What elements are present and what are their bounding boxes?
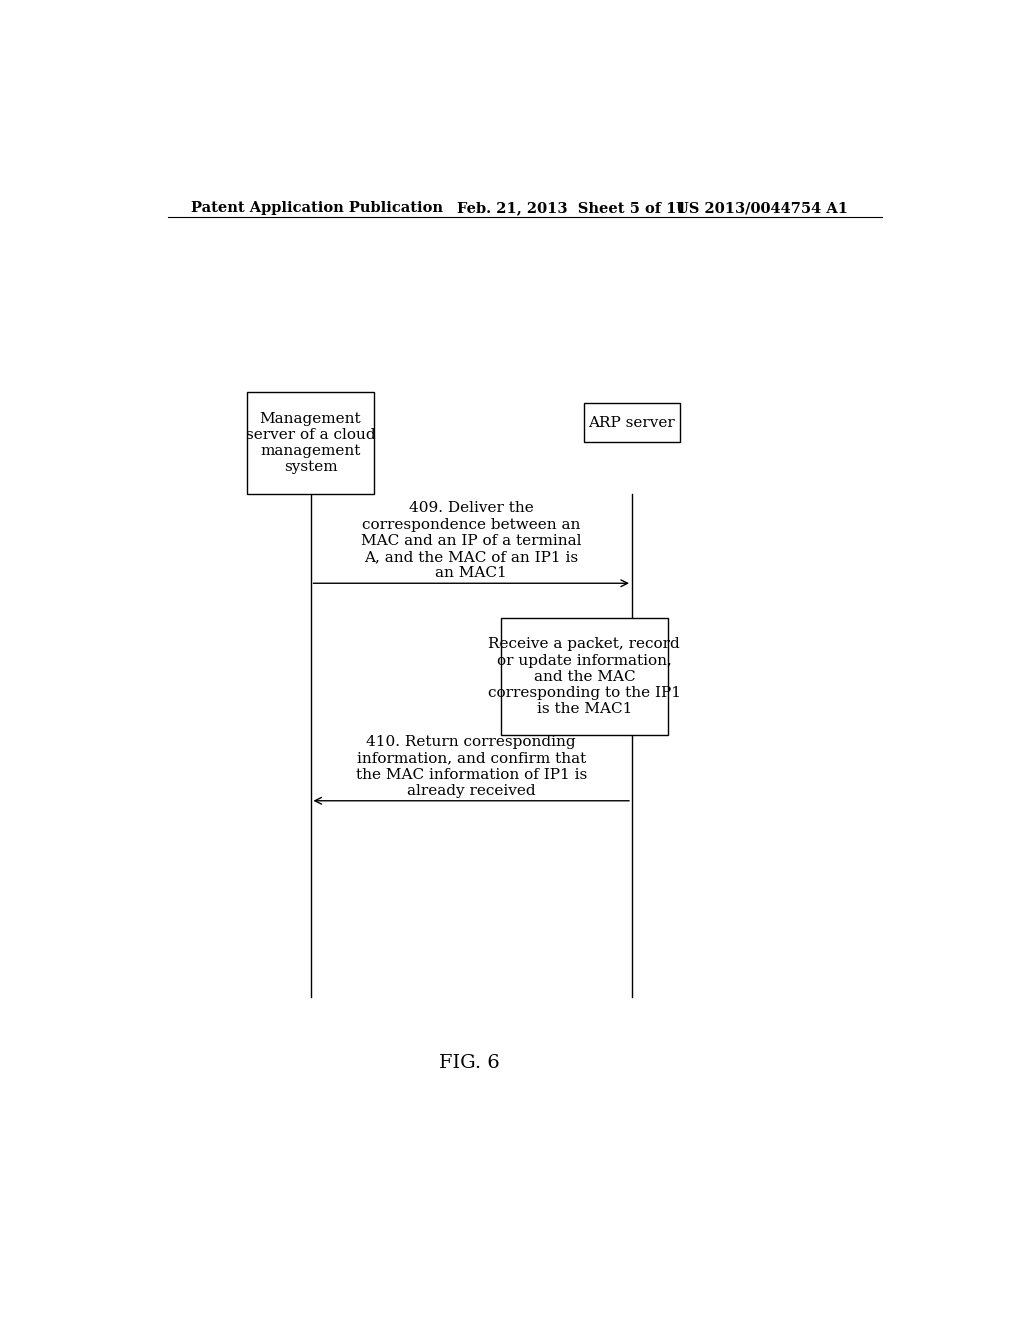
Text: ARP server: ARP server <box>589 416 675 430</box>
FancyBboxPatch shape <box>585 404 680 442</box>
Text: US 2013/0044754 A1: US 2013/0044754 A1 <box>676 201 848 215</box>
FancyBboxPatch shape <box>501 618 668 735</box>
FancyBboxPatch shape <box>247 392 374 494</box>
Text: Management
server of a cloud
management
system: Management server of a cloud management … <box>246 412 376 474</box>
Text: FIG. 6: FIG. 6 <box>439 1053 500 1072</box>
Text: 409. Deliver the
correspondence between an
MAC and an IP of a terminal
A, and th: 409. Deliver the correspondence between … <box>361 502 582 581</box>
Text: 410. Return corresponding
information, and confirm that
the MAC information of I: 410. Return corresponding information, a… <box>355 735 587 797</box>
Text: Receive a packet, record
or update information,
and the MAC
corresponding to the: Receive a packet, record or update infor… <box>487 638 681 717</box>
Text: Patent Application Publication: Patent Application Publication <box>191 201 443 215</box>
Text: Feb. 21, 2013  Sheet 5 of 11: Feb. 21, 2013 Sheet 5 of 11 <box>458 201 687 215</box>
